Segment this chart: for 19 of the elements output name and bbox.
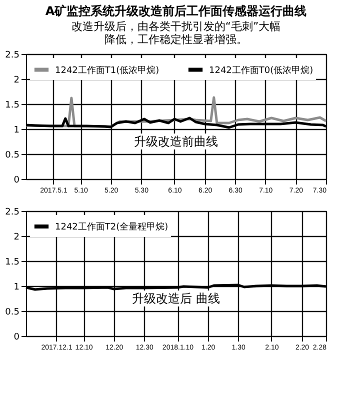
legend-label: 1242工作面T2(全量程甲烷) — [55, 222, 168, 232]
y-tick-label: 0.5 — [5, 150, 20, 160]
y-tick-label: 2.5 — [5, 208, 20, 218]
annotation: 升级改造后 曲线 — [132, 292, 220, 306]
legend-label: 1242工作面T1(低浓甲烷) — [55, 64, 160, 76]
y-tick-label: 0.5 — [5, 308, 20, 318]
y-tick-label: 1 — [14, 282, 20, 292]
legend-label: 1242工作面T0(低浓甲烷) — [209, 64, 314, 76]
y-tick-label: 2.5 — [5, 50, 20, 60]
y-tick-label: 1.5 — [5, 258, 20, 268]
y-tick-label: 1 — [14, 126, 20, 136]
y-tick-label: 0 — [14, 176, 20, 186]
y-tick-label: 0 — [14, 332, 20, 342]
y-tick-label: 2 — [14, 232, 20, 242]
y-tick-label: 1.5 — [5, 100, 20, 110]
chart-title: A矿监控系统升级改造前后工作面传感器运行曲线 — [45, 4, 307, 18]
y-tick-label: 2 — [14, 76, 20, 86]
annotation: 升级改造前曲线 — [134, 134, 218, 148]
chart-subtitle: 改造升级后，由各类干扰引发的“毛刺”大幅降低，工作稳定性显著增强。 — [71, 20, 281, 46]
